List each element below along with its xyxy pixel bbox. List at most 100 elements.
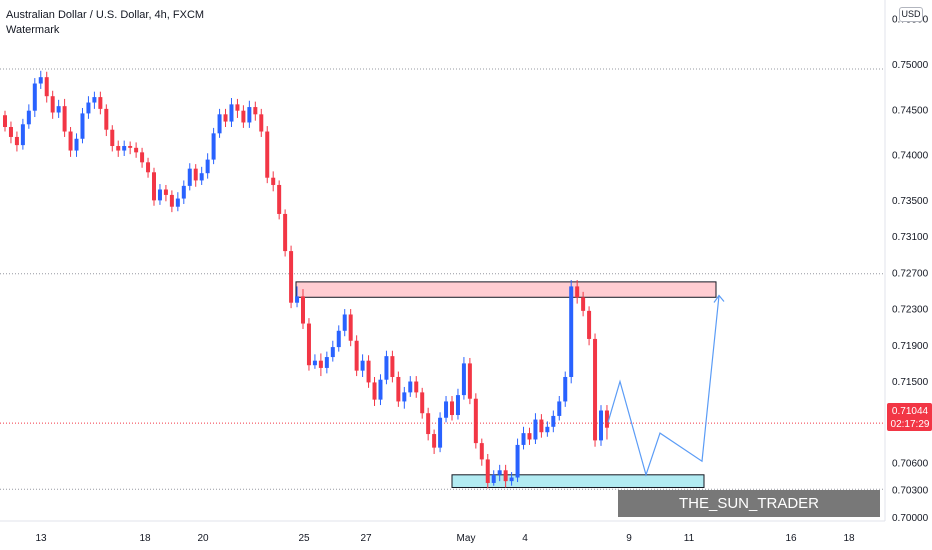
watermark-text: THE_SUN_TRADER bbox=[679, 495, 819, 512]
candle-body bbox=[503, 470, 508, 482]
candle-body bbox=[527, 433, 532, 440]
candle-80 bbox=[479, 438, 484, 466]
candle-18 bbox=[110, 125, 115, 152]
candle-100 bbox=[599, 405, 603, 446]
candle-body bbox=[426, 413, 431, 435]
candle-body bbox=[68, 131, 73, 151]
candle-body bbox=[229, 104, 234, 122]
candle-84 bbox=[503, 464, 508, 488]
candle-body bbox=[372, 382, 377, 400]
candle-25 bbox=[152, 167, 156, 206]
candle-23 bbox=[140, 147, 145, 168]
candle-body bbox=[521, 433, 526, 445]
candle-82 bbox=[491, 470, 496, 486]
candle-body bbox=[539, 419, 544, 433]
y-tick-9: 0.71500 bbox=[892, 377, 929, 388]
candle-body bbox=[265, 131, 270, 178]
candle-body bbox=[163, 189, 168, 195]
candle-4 bbox=[26, 104, 31, 129]
candle-body bbox=[193, 168, 198, 181]
candle-85 bbox=[509, 472, 514, 486]
candle-body bbox=[324, 357, 329, 368]
candle-body bbox=[8, 126, 13, 137]
x-tick-1: 18 bbox=[139, 533, 151, 544]
candle-8 bbox=[50, 90, 55, 119]
candle-body bbox=[301, 296, 305, 324]
candle-body bbox=[402, 392, 407, 402]
candle-body bbox=[169, 194, 174, 207]
candle-75 bbox=[450, 396, 454, 421]
candle-58 bbox=[348, 309, 353, 347]
candle-35 bbox=[211, 127, 216, 165]
candle-body bbox=[241, 110, 246, 123]
candle-70 bbox=[420, 387, 425, 419]
candle-body bbox=[140, 152, 145, 163]
candle-body bbox=[247, 107, 252, 123]
candle-32 bbox=[193, 164, 198, 187]
x-tick-10: 18 bbox=[843, 533, 855, 544]
candle-33 bbox=[199, 166, 204, 185]
candle-27 bbox=[163, 184, 168, 202]
candle-body bbox=[485, 459, 490, 483]
time-axis[interactable]: 13 18 20 25 27 May 4 9 11 16 18 bbox=[35, 533, 855, 544]
candle-body bbox=[354, 340, 359, 371]
y-tick-7: 0.72300 bbox=[892, 305, 929, 316]
candle-body bbox=[20, 124, 25, 146]
candle-46 bbox=[277, 180, 282, 220]
candle-body bbox=[408, 381, 413, 393]
candle-95 bbox=[569, 280, 574, 384]
candle-body bbox=[318, 360, 323, 368]
candle-83 bbox=[497, 464, 502, 482]
candle-96 bbox=[575, 280, 580, 304]
candle-body bbox=[557, 401, 562, 416]
candle-56 bbox=[336, 325, 341, 352]
y-tick-12: 0.70300 bbox=[892, 486, 929, 497]
candle-51 bbox=[306, 318, 311, 371]
candle-19 bbox=[116, 140, 121, 157]
candle-68 bbox=[408, 376, 413, 397]
candle-31 bbox=[187, 163, 192, 191]
candle-body bbox=[396, 376, 401, 402]
candle-20 bbox=[122, 140, 127, 156]
candle-body bbox=[56, 106, 61, 113]
projection[interactable] bbox=[607, 294, 725, 477]
candle-28 bbox=[169, 190, 174, 213]
zones[interactable] bbox=[295, 281, 717, 488]
candle-64 bbox=[384, 350, 389, 385]
candle-body bbox=[491, 474, 496, 483]
candle-30 bbox=[181, 180, 186, 204]
candle-81 bbox=[485, 453, 490, 489]
candle-body bbox=[444, 401, 449, 418]
candle-99 bbox=[593, 333, 598, 447]
currency-label[interactable]: USD bbox=[899, 7, 923, 22]
candle-101 bbox=[604, 405, 609, 440]
candle-body bbox=[26, 110, 31, 125]
candle-39 bbox=[235, 98, 240, 118]
candle-body bbox=[157, 189, 162, 201]
candle-body bbox=[330, 347, 335, 358]
candle-body bbox=[181, 185, 186, 199]
candle-body bbox=[604, 410, 609, 428]
candle-body bbox=[128, 146, 133, 148]
candle-50 bbox=[301, 289, 305, 329]
candle-body bbox=[384, 356, 389, 380]
candle-body bbox=[414, 381, 419, 393]
x-tick-4: 27 bbox=[360, 533, 372, 544]
candle-body bbox=[295, 296, 300, 303]
candle-22 bbox=[134, 142, 139, 158]
candle-body bbox=[533, 419, 538, 440]
candle-54 bbox=[324, 351, 329, 374]
candle-97 bbox=[581, 291, 586, 317]
support-zone bbox=[451, 474, 705, 488]
candle-45 bbox=[271, 171, 276, 192]
candle-body bbox=[420, 392, 425, 414]
candle-body bbox=[473, 398, 478, 444]
candle-7 bbox=[44, 71, 49, 103]
candle-65 bbox=[390, 350, 395, 383]
candle-13 bbox=[80, 107, 85, 144]
candle-body bbox=[336, 330, 341, 348]
candle-29 bbox=[175, 192, 180, 212]
candle-body bbox=[563, 376, 568, 402]
candle-body bbox=[455, 395, 460, 416]
